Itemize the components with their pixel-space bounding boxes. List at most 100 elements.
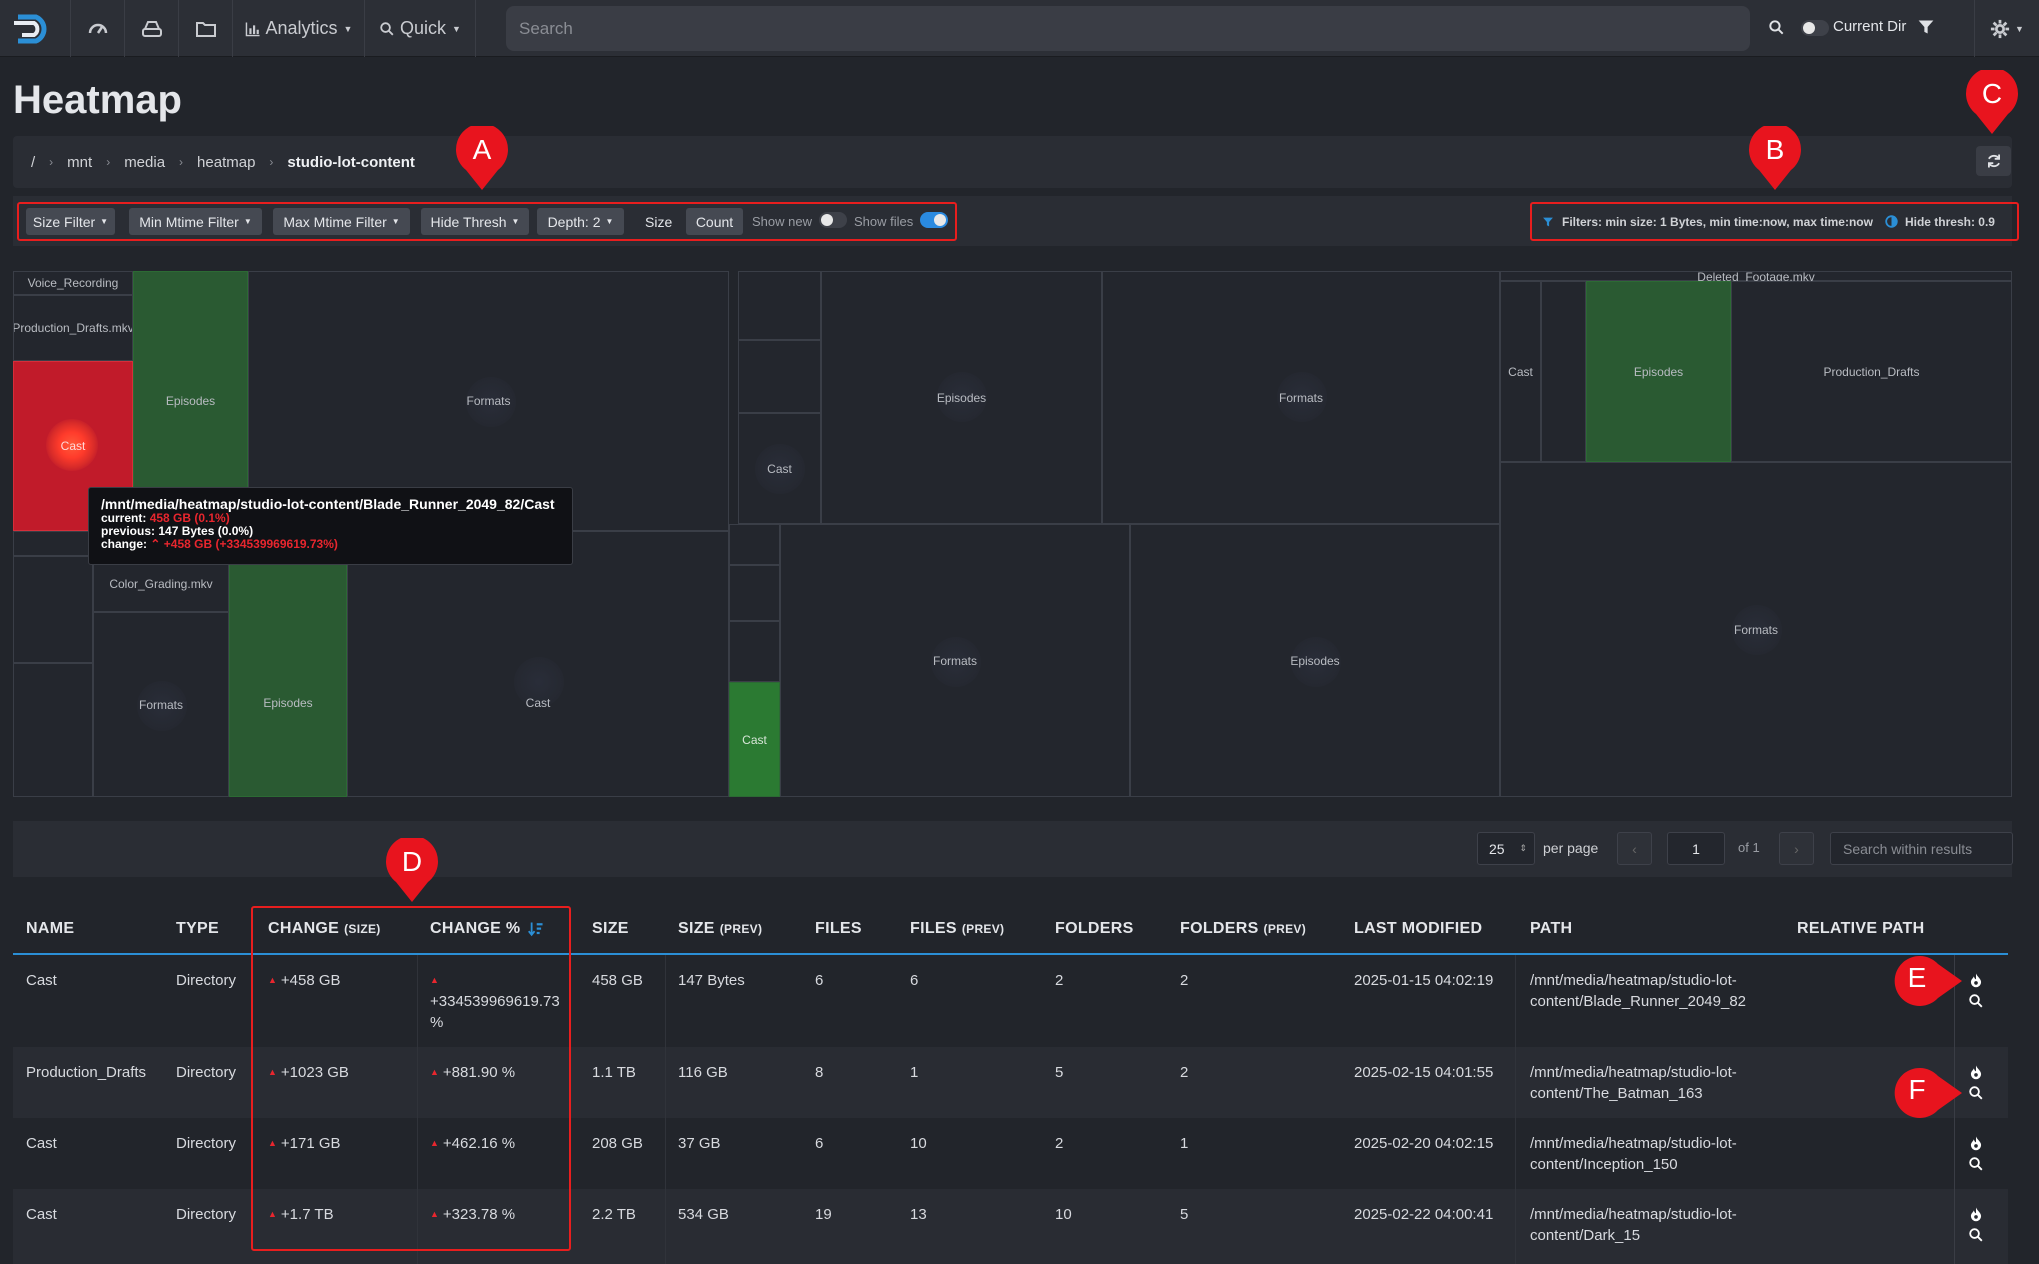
treemap-tile[interactable]: Episodes <box>821 271 1102 524</box>
cell-path[interactable]: /mnt/media/heatmap/studio-lot-content/Da… <box>1530 1204 1737 1246</box>
treemap-tile[interactable]: Episodes <box>1586 281 1731 462</box>
chevron-right-icon: › <box>49 155 53 169</box>
heatmap-flame-icon[interactable] <box>1968 1064 1984 1080</box>
col-header-files[interactable]: FILES <box>815 903 862 955</box>
cell-folders-prev: 1 <box>1180 1133 1188 1154</box>
tile-label: Formats <box>1279 391 1323 405</box>
search-icon[interactable] <box>1968 1227 1984 1243</box>
marker-label: C <box>1964 78 2020 110</box>
marker-label: D <box>384 846 440 878</box>
search-icon[interactable] <box>1968 1156 1984 1172</box>
col-header-name[interactable]: NAME <box>26 903 74 955</box>
breadcrumb-root[interactable]: / <box>31 154 35 171</box>
cell-name: Cast <box>26 970 57 991</box>
treemap-tile[interactable]: Deleted_Footage.mkv <box>1500 271 2012 281</box>
treemap-tile[interactable] <box>729 621 780 682</box>
marker-f: F <box>1892 1074 1942 1106</box>
treemap-tile[interactable]: Cast <box>347 531 729 797</box>
treemap-tile[interactable]: Formats <box>1102 271 1500 524</box>
column-divider <box>1515 955 1516 1264</box>
treemap-tile[interactable]: Episodes <box>229 531 347 797</box>
storage-drive-icon[interactable] <box>124 0 178 57</box>
treemap-tile[interactable]: Voice_Recording <box>13 271 133 295</box>
treemap-tile[interactable]: Cast <box>729 682 780 797</box>
col-header-files-prev[interactable]: FILES (PREV) <box>910 903 1004 955</box>
dashboard-icon[interactable] <box>70 0 124 57</box>
col-header-sublabel: (PREV) <box>720 922 762 936</box>
col-header-type[interactable]: TYPE <box>176 903 219 955</box>
per-page-select[interactable]: 25 ⇕ <box>1477 832 1535 865</box>
caret-down-icon: ▼ <box>344 24 353 34</box>
analytics-menu[interactable]: Analytics ▼ <box>232 0 364 57</box>
annotation-box-a <box>17 202 957 241</box>
col-header-last-modified[interactable]: LAST MODIFIED <box>1354 903 1482 955</box>
tile-label: Cast <box>742 733 767 747</box>
treemap-tile[interactable] <box>13 531 93 556</box>
heatmap-flame-icon[interactable] <box>1968 972 1984 988</box>
cell-files: 6 <box>815 970 823 991</box>
search-within-placeholder: Search within results <box>1843 841 1972 857</box>
search-icon[interactable] <box>1968 993 1984 1009</box>
treemap-tile[interactable] <box>729 565 780 621</box>
col-header-path[interactable]: PATH <box>1530 903 1572 955</box>
global-search-input[interactable]: Search <box>506 6 1750 51</box>
settings-menu[interactable]: ▼ <box>1974 0 2039 57</box>
logo-icon[interactable] <box>12 9 56 49</box>
treemap-tile[interactable]: Episodes <box>1130 524 1500 797</box>
breadcrumb-item[interactable]: heatmap <box>197 154 255 171</box>
treemap-tile[interactable]: Production_Drafts <box>1731 281 2012 462</box>
current-dir-toggle[interactable] <box>1801 20 1829 36</box>
cell-value: content/The_Batman_163 <box>1530 1085 1703 1102</box>
search-icon[interactable] <box>1968 1085 1984 1101</box>
folder-icon[interactable] <box>178 0 232 57</box>
tooltip-path: /mnt/media/heatmap/studio-lot-content/Bl… <box>101 498 560 511</box>
col-header-size[interactable]: SIZE <box>592 903 629 955</box>
search-icon[interactable] <box>1768 19 1785 36</box>
treemap-tile[interactable]: Production_Drafts.mkv <box>13 295 133 361</box>
page-number-input[interactable]: 1 <box>1667 832 1725 865</box>
next-page-button[interactable]: › <box>1779 832 1814 865</box>
cell-folders-prev: 2 <box>1180 1062 1188 1083</box>
quick-menu[interactable]: Quick ▼ <box>364 0 476 57</box>
treemap-tile[interactable]: Cast <box>738 413 821 524</box>
tile-label: Episodes <box>1290 654 1339 668</box>
tile-label: Formats <box>933 654 977 668</box>
treemap-tile[interactable] <box>13 556 93 663</box>
heatmap-flame-icon[interactable] <box>1968 1206 1984 1222</box>
cell-path[interactable]: /mnt/media/heatmap/studio-lot-content/In… <box>1530 1133 1737 1175</box>
treemap-tile[interactable] <box>729 524 780 565</box>
prev-page-button[interactable]: ‹ <box>1617 832 1652 865</box>
filter-icon[interactable] <box>1917 18 1935 36</box>
breadcrumb-item[interactable]: media <box>124 154 165 171</box>
treemap-tile[interactable] <box>1541 281 1586 462</box>
treemap-tile[interactable] <box>13 663 93 797</box>
col-header-sublabel: (PREV) <box>1264 922 1306 936</box>
col-header-folders-prev[interactable]: FOLDERS (PREV) <box>1180 903 1306 955</box>
cell-files-prev: 6 <box>910 970 918 991</box>
marker-label: A <box>454 134 510 166</box>
cell-folders: 2 <box>1055 1133 1063 1154</box>
cell-last-modified: 2025-02-22 04:00:41 <box>1354 1204 1493 1225</box>
cell-path[interactable]: /mnt/media/heatmap/studio-lot-content/Bl… <box>1530 970 1746 1012</box>
search-within-results-input[interactable]: Search within results <box>1830 832 2013 865</box>
cell-files-prev: 13 <box>910 1204 927 1225</box>
treemap-tile[interactable]: Formats <box>1500 462 2012 797</box>
treemap-tooltip: /mnt/media/heatmap/studio-lot-content/Bl… <box>88 487 573 565</box>
refresh-button[interactable] <box>1976 146 2011 176</box>
treemap-tile[interactable]: Cast <box>1500 281 1541 462</box>
cell-type: Directory <box>176 1062 236 1083</box>
col-header-size-prev[interactable]: SIZE (PREV) <box>678 903 762 955</box>
col-header-relative-path[interactable]: RELATIVE PATH <box>1797 903 1924 955</box>
cell-path[interactable]: /mnt/media/heatmap/studio-lot-content/Th… <box>1530 1062 1737 1104</box>
cell-folders: 5 <box>1055 1062 1063 1083</box>
cell-name: Cast <box>26 1204 57 1225</box>
treemap-tile[interactable]: Formats <box>93 612 229 797</box>
cell-folders-prev: 5 <box>1180 1204 1188 1225</box>
tooltip-change-label: change: <box>101 537 147 551</box>
treemap-tile[interactable] <box>738 271 821 340</box>
col-header-folders[interactable]: FOLDERS <box>1055 903 1134 955</box>
heatmap-flame-icon[interactable] <box>1968 1135 1984 1151</box>
treemap-tile[interactable] <box>738 340 821 413</box>
breadcrumb-item[interactable]: mnt <box>67 154 92 171</box>
treemap-tile[interactable]: Formats <box>780 524 1130 797</box>
